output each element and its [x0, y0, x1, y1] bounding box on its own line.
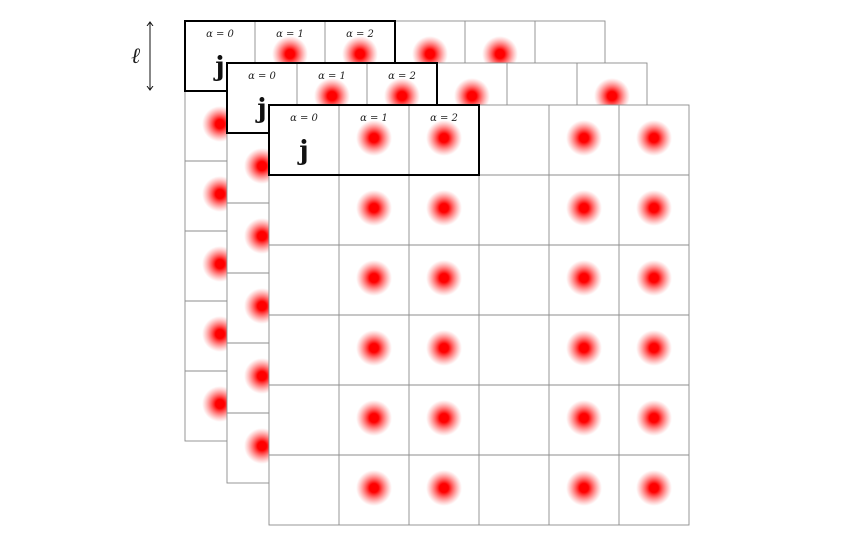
orbital-dot	[636, 400, 672, 436]
orbital-dot	[426, 400, 462, 436]
orbital-dot	[566, 330, 602, 366]
site-highlight-box	[268, 104, 480, 176]
orbital-label-alpha-1: α = 1	[360, 113, 388, 124]
site-label-j: j	[297, 136, 308, 166]
orbital-dot	[636, 190, 672, 226]
orbital-dot	[566, 400, 602, 436]
orbital-label-alpha-1: α = 1	[276, 29, 304, 40]
orbital-label-alpha-0: α = 0	[290, 113, 318, 124]
orbital-dot	[566, 190, 602, 226]
site-label-j: j	[213, 52, 224, 82]
orbital-dot	[566, 470, 602, 506]
orbital-label-alpha-2: α = 2	[388, 71, 416, 82]
orbital-dot	[356, 260, 392, 296]
orbital-label-alpha-0: α = 0	[248, 71, 276, 82]
orbital-dot	[636, 470, 672, 506]
orbital-dot	[426, 120, 462, 156]
orbital-dot	[356, 330, 392, 366]
orbital-dot	[426, 190, 462, 226]
orbital-dot	[636, 330, 672, 366]
orbital-dot	[566, 120, 602, 156]
orbital-dot	[356, 190, 392, 226]
orbital-dot	[426, 470, 462, 506]
orbital-dot	[356, 120, 392, 156]
orbital-dot	[356, 470, 392, 506]
site-label-j: j	[255, 94, 266, 124]
orbital-label-alpha-1: α = 1	[318, 71, 346, 82]
lattice-layer-front: α = 0 α = 1 α = 2 j	[268, 104, 690, 526]
orbital-dot	[426, 330, 462, 366]
orbital-label-alpha-0: α = 0	[206, 29, 234, 40]
orbital-dot	[356, 400, 392, 436]
orbital-label-alpha-2: α = 2	[430, 113, 458, 124]
orbital-label-alpha-2: α = 2	[346, 29, 374, 40]
length-marker: ℓ	[131, 22, 150, 90]
orbital-dot	[426, 260, 462, 296]
orbital-dot	[566, 260, 602, 296]
length-label: ℓ	[131, 44, 141, 69]
orbital-dot	[636, 260, 672, 296]
orbital-dot	[636, 120, 672, 156]
